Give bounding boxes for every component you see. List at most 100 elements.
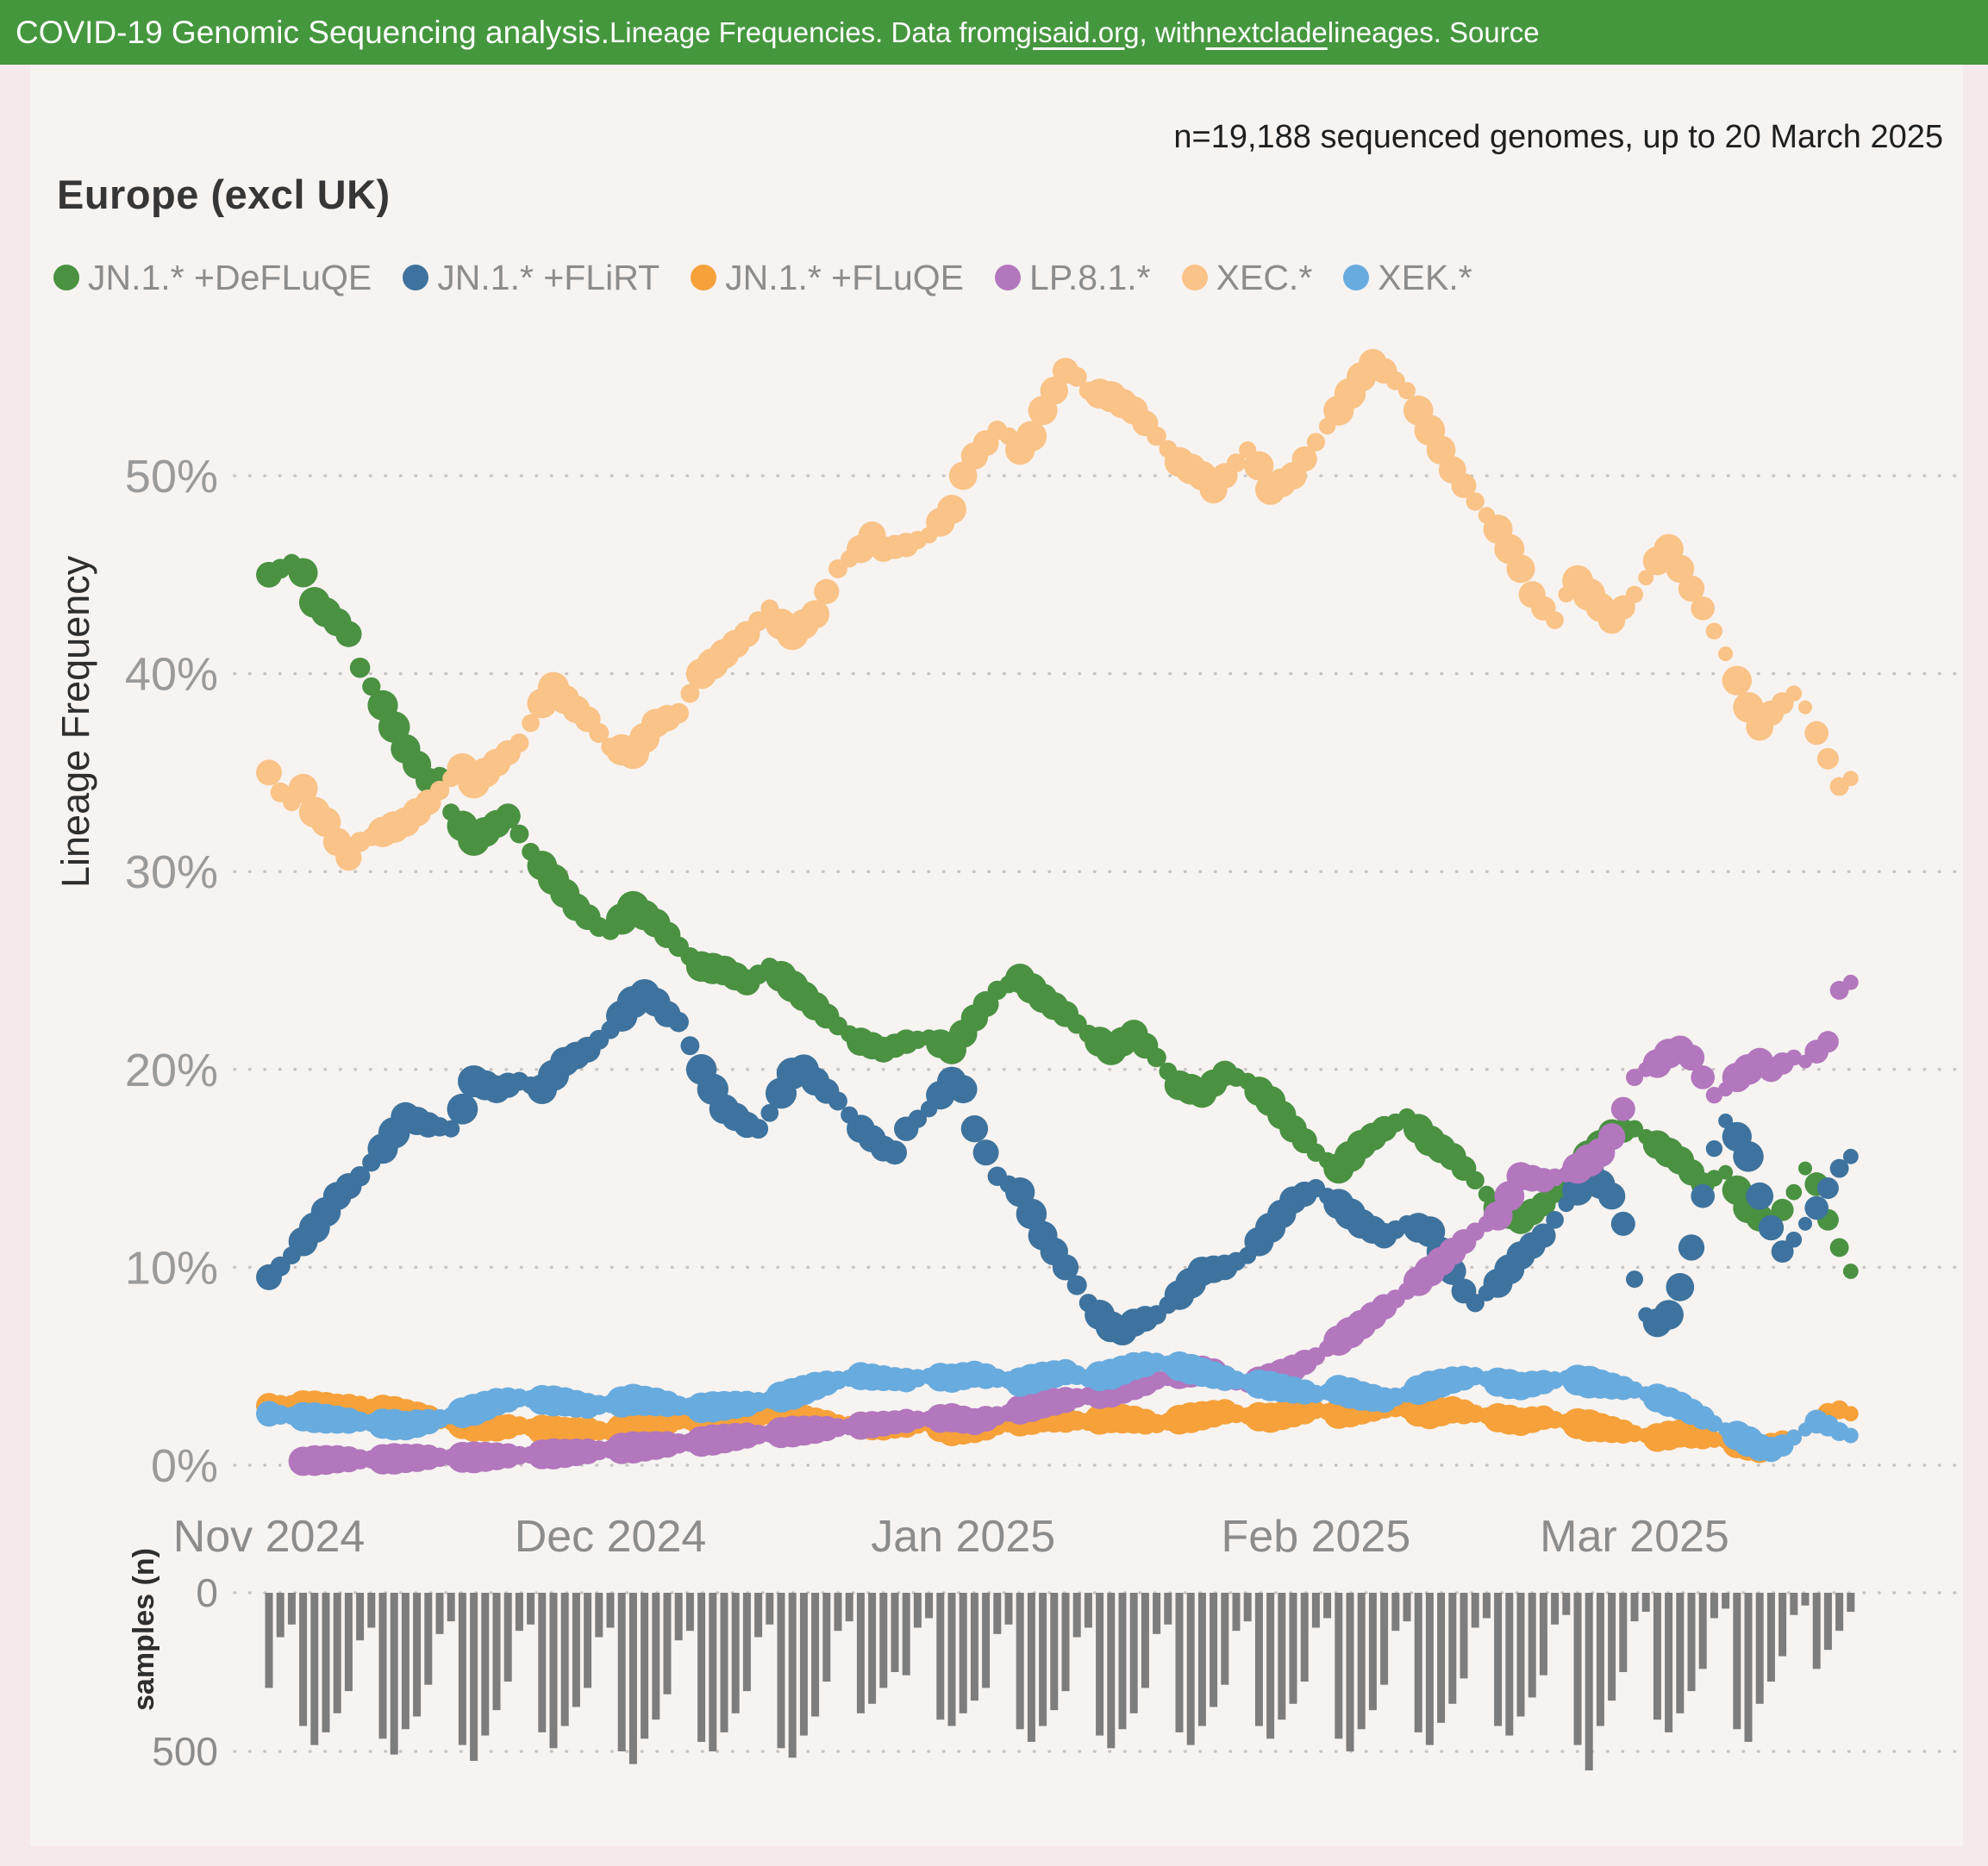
header-bar: COVID-19 Genomic Sequencing analysis. Li…	[0, 0, 1988, 65]
data-point	[1816, 747, 1839, 770]
sample-bar	[982, 1593, 991, 1688]
sample-bar	[481, 1593, 490, 1736]
legend-item-jn-1-defluqe[interactable]: JN.1.* +DeFLuQE	[53, 258, 372, 298]
data-point	[288, 558, 318, 588]
series-xec	[256, 348, 1859, 871]
sample-bar	[1266, 1593, 1275, 1739]
sample-bar	[390, 1593, 398, 1755]
nextclade-link[interactable]: nextclade	[1205, 16, 1328, 48]
sample-bar	[1039, 1593, 1047, 1726]
sample-bar	[1096, 1593, 1104, 1736]
sample-bar	[1254, 1593, 1263, 1726]
sample-bar	[1641, 1593, 1650, 1613]
sample-bar	[1221, 1593, 1229, 1685]
data-point	[908, 1109, 928, 1128]
data-point	[1147, 1047, 1166, 1068]
legend-item-jn-1-fluqe[interactable]: JN.1.* +FLuQE	[691, 258, 964, 298]
sample-bar	[1153, 1593, 1161, 1634]
sample-bar	[549, 1593, 558, 1749]
series-xek	[256, 1351, 1859, 1463]
sample-bar	[458, 1593, 466, 1745]
sample-bar	[1573, 1593, 1582, 1745]
data-point	[1597, 1183, 1626, 1210]
legend-item-xek[interactable]: XEK.*	[1343, 258, 1472, 298]
data-point	[1797, 1161, 1813, 1176]
data-point	[1785, 1231, 1803, 1248]
data-point	[680, 683, 700, 703]
series-jn-1-flirt	[256, 978, 1859, 1346]
sample-bar	[1323, 1593, 1332, 1619]
gisaid-link[interactable]: gisaid.org	[1016, 16, 1140, 48]
legend-item-label: LP.8.1.*	[1029, 257, 1151, 297]
sample-bar	[1630, 1593, 1639, 1622]
data-point	[668, 1011, 689, 1033]
legend-item-label: JN.1.* +FLuQE	[725, 257, 965, 297]
sample-bar	[1460, 1593, 1468, 1679]
sample-bar	[527, 1593, 535, 1625]
sample-bar	[560, 1593, 569, 1726]
sample-bar	[652, 1593, 660, 1720]
sample-bar	[1516, 1593, 1525, 1717]
percent-tick-labels: 0% 10% 20% 30% 40% 50%	[125, 451, 218, 1492]
sample-bar	[447, 1593, 455, 1622]
data-point	[1691, 596, 1716, 621]
legend-item-xec[interactable]: XEC.*	[1181, 258, 1312, 298]
sample-bar	[413, 1593, 422, 1717]
data-point	[447, 1093, 478, 1125]
data-point	[1705, 1139, 1723, 1158]
sample-bar	[333, 1593, 341, 1713]
sample-bar	[1380, 1593, 1389, 1685]
data-point	[522, 714, 540, 733]
data-point	[1546, 1210, 1564, 1229]
data-point	[1758, 1214, 1785, 1241]
sample-bar	[1175, 1593, 1184, 1732]
sample-bar	[788, 1593, 797, 1758]
sample-bar	[606, 1593, 615, 1628]
sample-bar	[845, 1593, 853, 1622]
sample-bar	[1755, 1593, 1764, 1704]
sample-bar	[1084, 1593, 1092, 1628]
data-point	[1147, 426, 1166, 446]
sample-bar	[503, 1593, 512, 1682]
scatter-series	[256, 348, 1859, 1476]
sample-bar	[663, 1593, 672, 1694]
sample-bar	[356, 1593, 365, 1641]
sample-bar	[674, 1593, 683, 1641]
data-point	[760, 1103, 779, 1122]
sample-bar	[344, 1593, 353, 1692]
data-point	[1705, 1415, 1723, 1432]
sample-bar	[1368, 1593, 1377, 1711]
data-point	[1785, 1429, 1803, 1446]
sample-bar	[1528, 1593, 1536, 1698]
legend-dot-icon	[53, 265, 79, 290]
data-point	[1722, 665, 1752, 696]
data-point	[1678, 575, 1705, 602]
data-point	[1771, 1240, 1794, 1263]
legend-item-jn-1-flirt[interactable]: JN.1.* +FLiRT	[403, 258, 660, 298]
data-point	[1816, 1031, 1839, 1053]
sample-bar	[1243, 1593, 1252, 1622]
sample-bar	[913, 1593, 922, 1628]
sample-bar	[1551, 1593, 1560, 1625]
data-point	[1842, 974, 1859, 990]
sample-bar	[617, 1593, 626, 1751]
x-tick-label: Jan 2025	[871, 1512, 1055, 1562]
sample-bar	[902, 1593, 910, 1676]
legend-item-lp-8-1[interactable]: LP.8.1.*	[995, 258, 1151, 298]
sample-bar	[947, 1593, 956, 1726]
sample-bar	[1812, 1593, 1821, 1669]
sample-bar	[993, 1593, 1002, 1634]
month-tick-labels: Nov 2024 Dec 2024 Jan 2025 Feb 2025 Mar 2025	[173, 1512, 1729, 1562]
data-point	[429, 780, 450, 801]
data-point	[335, 844, 362, 871]
sample-bar	[868, 1593, 877, 1704]
sample-bar	[891, 1593, 899, 1672]
chart-panel	[30, 65, 1963, 1846]
sample-bar	[584, 1593, 592, 1688]
legend: JN.1.* +DeFLuQE JN.1.* +FLiRT JN.1.* +FLuQ…	[53, 255, 1472, 300]
sample-bar	[492, 1593, 501, 1711]
data-point	[882, 1140, 908, 1165]
legend-dot-icon	[1343, 265, 1370, 290]
sample-bar	[1619, 1593, 1628, 1672]
sample-bar	[1653, 1593, 1661, 1720]
